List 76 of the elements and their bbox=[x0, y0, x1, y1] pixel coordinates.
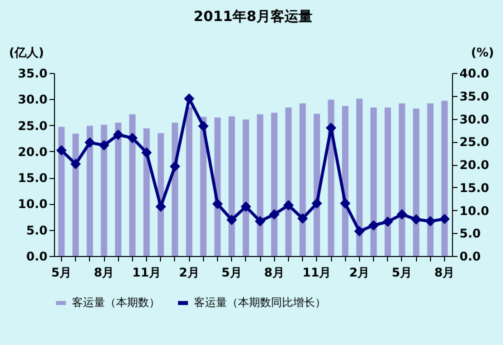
point bbox=[354, 226, 365, 237]
point bbox=[368, 220, 379, 231]
point bbox=[112, 130, 124, 140]
y2-tick-label: 35.0 bbox=[460, 89, 490, 104]
point bbox=[240, 201, 252, 212]
y2-tick-label: 10.0 bbox=[460, 204, 490, 218]
point bbox=[396, 209, 408, 220]
bar bbox=[441, 100, 448, 256]
point bbox=[198, 120, 209, 132]
point bbox=[340, 198, 350, 209]
y2-tick-label: 30.0 bbox=[460, 112, 490, 126]
point bbox=[382, 216, 394, 227]
bar bbox=[314, 114, 320, 256]
bar bbox=[186, 106, 192, 256]
y-tick-label: 30.0 bbox=[18, 92, 48, 107]
y-axis-title: (亿人) bbox=[9, 46, 44, 60]
y2-axis-title: (%) bbox=[471, 46, 494, 60]
y2-tick-label: 40.0 bbox=[460, 66, 490, 80]
bar bbox=[256, 114, 264, 256]
bar bbox=[129, 114, 136, 256]
y2-tick-label: 0.0 bbox=[460, 250, 481, 264]
point bbox=[127, 132, 138, 144]
y2-tick-label: 25.0 bbox=[460, 135, 490, 150]
bar bbox=[86, 126, 94, 256]
y2-tick-label: 15.0 bbox=[460, 180, 490, 195]
point bbox=[269, 209, 280, 220]
point bbox=[297, 213, 308, 224]
point bbox=[283, 200, 294, 210]
point bbox=[425, 216, 436, 226]
y-tick-label: 35.0 bbox=[18, 66, 48, 80]
point bbox=[439, 214, 450, 224]
y-tick-label: 5.0 bbox=[26, 223, 48, 238]
point bbox=[410, 214, 422, 225]
bar bbox=[299, 103, 306, 256]
point bbox=[141, 147, 152, 158]
y-tick-label: 25.0 bbox=[18, 118, 48, 133]
bar bbox=[427, 103, 434, 256]
legend-label: 客运量（本期数） bbox=[72, 296, 160, 309]
point bbox=[170, 161, 180, 172]
x-tick-label: 11月 bbox=[302, 266, 332, 280]
y2-tick-label: 5.0 bbox=[460, 226, 481, 241]
point bbox=[98, 140, 110, 151]
bar bbox=[72, 134, 79, 256]
y-tick-label: 10.0 bbox=[18, 197, 48, 212]
bar bbox=[412, 108, 420, 256]
bar bbox=[242, 120, 250, 256]
bar bbox=[115, 122, 122, 256]
point bbox=[212, 198, 223, 210]
bar bbox=[370, 108, 377, 256]
bar bbox=[271, 112, 278, 256]
point bbox=[226, 214, 237, 226]
y-tick-label: 0.0 bbox=[26, 250, 48, 264]
point bbox=[84, 137, 96, 148]
x-tick-label: 5月 bbox=[222, 266, 242, 280]
bar bbox=[384, 108, 391, 256]
x-tick-label: 2月 bbox=[349, 266, 370, 280]
y2-tick-label: 20.0 bbox=[460, 158, 490, 172]
x-tick-label: 8月 bbox=[94, 266, 114, 280]
chart-title: 2011年8月客运量 bbox=[194, 8, 312, 25]
x-tick-label: 8月 bbox=[434, 266, 455, 280]
bar bbox=[143, 128, 150, 256]
bar bbox=[342, 106, 348, 256]
x-tick-label: 5月 bbox=[51, 266, 72, 280]
point bbox=[70, 158, 81, 170]
point bbox=[56, 145, 67, 156]
y-tick-label: 20.0 bbox=[18, 144, 48, 159]
bar bbox=[356, 98, 363, 256]
x-tick-label: 5月 bbox=[392, 266, 412, 280]
x-tick-label: 11月 bbox=[132, 266, 161, 280]
point bbox=[312, 198, 322, 209]
x-tick-label: 8月 bbox=[264, 266, 284, 280]
y-tick-label: 15.0 bbox=[18, 171, 48, 186]
x-tick-label: 2月 bbox=[178, 266, 200, 280]
bar bbox=[228, 116, 235, 256]
legend-label: 客运量（本期数同比增长） bbox=[194, 296, 326, 309]
point bbox=[254, 216, 266, 226]
